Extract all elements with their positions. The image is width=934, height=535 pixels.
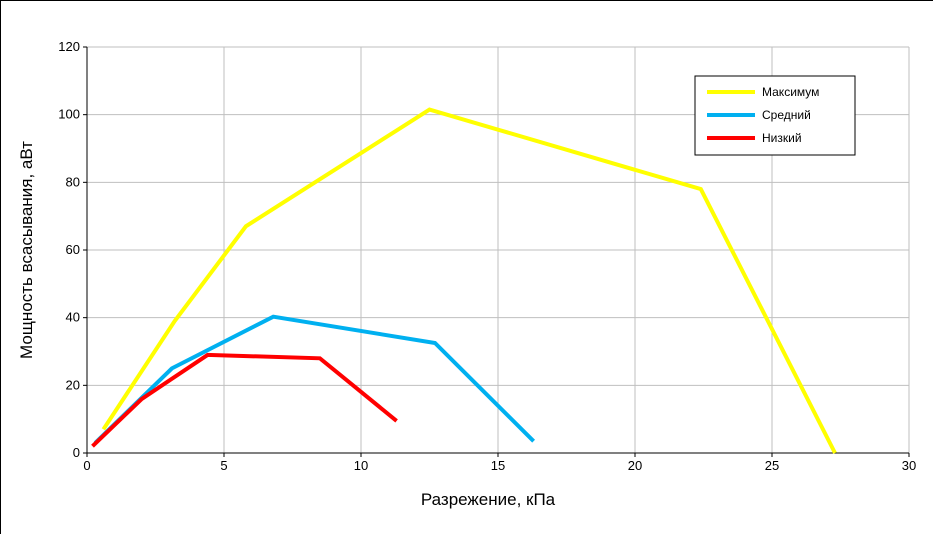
legend: Максимум Средний Низкий: [694, 75, 856, 156]
x-tick-label: 5: [220, 458, 227, 473]
x-axis-title: Разрежение, кПа: [421, 490, 556, 509]
y-tick-label: 100: [58, 107, 80, 122]
series-line-1: [101, 107, 837, 454]
legend-label: Низкий: [762, 131, 802, 145]
x-tick-label: 15: [491, 458, 505, 473]
tick-labels: 0 5 10 15 20 25 30 0 20 40 60 80 100 120: [58, 39, 916, 473]
y-tick-label: 80: [66, 174, 80, 189]
x-tick-label: 30: [902, 458, 916, 473]
y-tick-label: 20: [66, 377, 80, 392]
legend-label: Максимум: [762, 85, 819, 99]
series-line-3: [91, 352, 398, 448]
grid-layer: [87, 46, 910, 453]
x-tick-label: 25: [765, 458, 779, 473]
x-tick-label: 20: [628, 458, 642, 473]
y-tick-label: 40: [66, 310, 80, 325]
y-tick-label: 60: [66, 242, 80, 257]
y-tick-label: 0: [73, 445, 80, 460]
legend-label: Средний: [762, 108, 811, 122]
y-tick-label: 120: [58, 39, 80, 54]
legend-items: Максимум Средний Низкий: [707, 85, 819, 145]
series-layer: [91, 107, 837, 454]
series-line-2: [93, 314, 536, 445]
y-axis-title: Мощность всасывания, аВт: [17, 141, 36, 359]
x-tick-label: 10: [354, 458, 368, 473]
x-tick-label: 0: [83, 458, 90, 473]
